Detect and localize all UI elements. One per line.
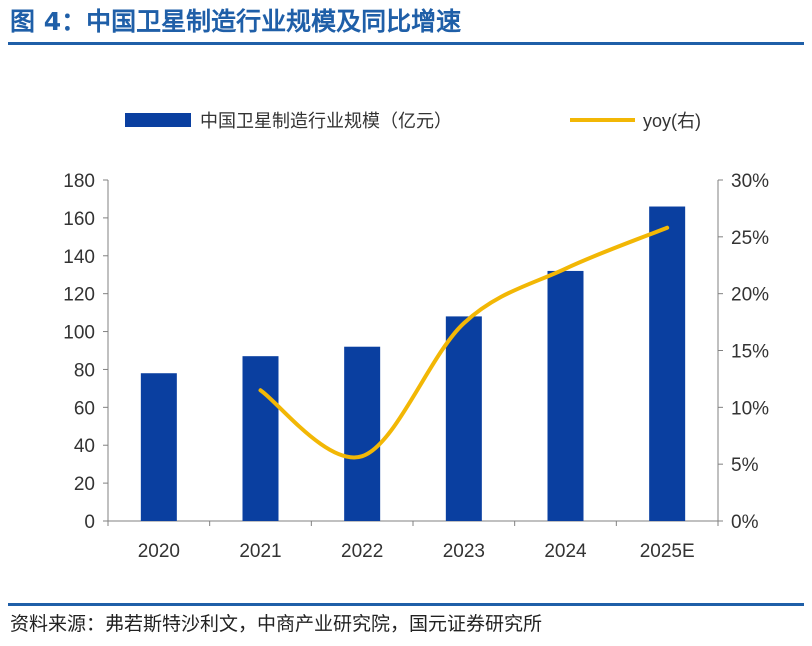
left-tick-label: 40 bbox=[74, 436, 95, 457]
left-tick-label: 0 bbox=[84, 512, 95, 533]
left-tick-label: 160 bbox=[63, 209, 95, 230]
left-tick-label: 120 bbox=[63, 285, 95, 306]
x-tick-label: 2025E bbox=[640, 541, 695, 562]
source-note: 资料来源：弗若斯特沙利文，中商产业研究院，国元证券研究所 bbox=[10, 613, 543, 635]
bar bbox=[445, 316, 482, 521]
bar bbox=[344, 346, 381, 521]
figure-title: 图 4：中国卫星制造行业规模及同比增速 bbox=[10, 7, 462, 36]
legend: 中国卫星制造行业规模（亿元） yoy(右) bbox=[125, 111, 701, 131]
legend-label-line: yoy(右) bbox=[643, 111, 701, 131]
x-tick-label: 2022 bbox=[341, 541, 383, 562]
right-tick-label: 20% bbox=[731, 285, 769, 306]
left-tick-label: 60 bbox=[74, 398, 95, 419]
left-tick-label: 180 bbox=[63, 171, 95, 192]
axes bbox=[103, 179, 723, 526]
x-tick-label: 2020 bbox=[138, 541, 180, 562]
footer-divider bbox=[8, 603, 804, 606]
left-tick-label: 140 bbox=[63, 247, 95, 268]
left-tick-label: 100 bbox=[63, 323, 95, 344]
x-tick-label: 2024 bbox=[544, 541, 587, 562]
legend-swatch-bars bbox=[125, 113, 191, 127]
x-tick-label: 2023 bbox=[443, 541, 485, 562]
bar bbox=[140, 373, 177, 521]
yoy-line bbox=[258, 225, 670, 460]
right-tick-label: 30% bbox=[731, 171, 769, 192]
legend-label-bars: 中国卫星制造行业规模（亿元） bbox=[200, 111, 452, 131]
right-tick-label: 25% bbox=[731, 228, 769, 249]
right-tick-label: 0% bbox=[731, 512, 759, 533]
bar bbox=[547, 270, 584, 521]
line-series bbox=[258, 225, 670, 460]
title-divider bbox=[8, 42, 804, 45]
right-tick-label: 15% bbox=[731, 342, 769, 363]
right-tick-label: 5% bbox=[731, 455, 759, 476]
bar bbox=[649, 206, 686, 521]
bar-series bbox=[140, 206, 686, 521]
x-tick-label: 2021 bbox=[239, 541, 281, 562]
left-tick-label: 20 bbox=[74, 474, 95, 495]
tick-labels: 0 20 40 60 80 100 120 140 160 180 0% 5% 10% 15% 20% 25%… bbox=[63, 171, 769, 562]
left-tick-label: 80 bbox=[74, 360, 95, 381]
right-tick-label: 10% bbox=[731, 398, 769, 419]
chart: 中国卫星制造行业规模（亿元） yoy(右) 0 20 40 60 80 100 120 140 1… bbox=[63, 111, 769, 562]
bar bbox=[242, 356, 279, 521]
